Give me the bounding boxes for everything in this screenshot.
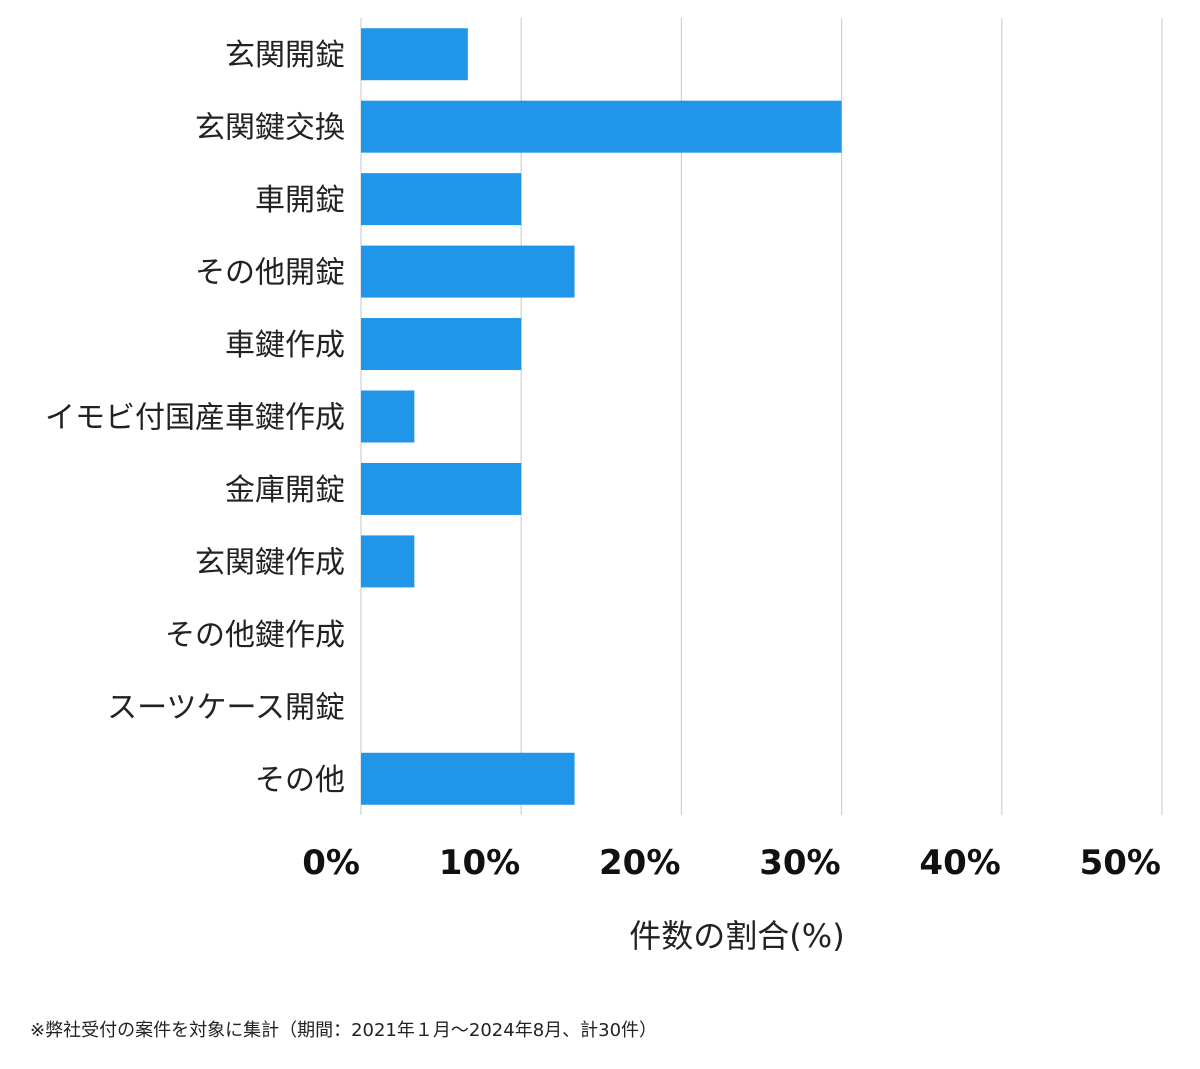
x-tick-label: 50% bbox=[1080, 843, 1161, 883]
x-tick-label: 30% bbox=[759, 843, 840, 883]
category-label: スーツケース開錠 bbox=[107, 690, 345, 725]
bar bbox=[361, 535, 415, 588]
bar bbox=[361, 245, 575, 298]
x-axis-title: 件数の割合(%) bbox=[629, 917, 844, 955]
category-label: その他 bbox=[255, 763, 345, 798]
category-label: イモビ付国産車鍵作成 bbox=[45, 401, 345, 436]
category-label: 金庫開錠 bbox=[225, 473, 345, 508]
bar bbox=[361, 28, 468, 81]
bar bbox=[361, 100, 842, 153]
bar bbox=[361, 462, 522, 515]
category-label: 玄関鍵作成 bbox=[195, 545, 345, 580]
footnote: ※弊社受付の案件を対象に集計（期間：2021年１月〜2024年8月、計30件） bbox=[30, 1020, 658, 1041]
bar bbox=[361, 390, 415, 443]
bar bbox=[361, 752, 575, 805]
x-tick-label: 40% bbox=[919, 843, 1000, 883]
category-label: 車鍵作成 bbox=[225, 328, 345, 363]
category-label: 玄関鍵交換 bbox=[195, 111, 345, 146]
category-label: 車開錠 bbox=[255, 183, 345, 218]
bar-chart: 玄関開錠玄関鍵交換車開錠その他開錠車鍵作成イモビ付国産車鍵作成金庫開錠玄関鍵作成… bbox=[45, 18, 1163, 955]
x-tick-label: 10% bbox=[439, 843, 520, 883]
x-tick-label: 0% bbox=[302, 843, 360, 883]
bar bbox=[361, 173, 522, 226]
bar bbox=[361, 318, 522, 371]
x-tick-label: 20% bbox=[599, 843, 680, 883]
category-label: その他鍵作成 bbox=[165, 618, 345, 653]
category-label: 玄関開錠 bbox=[225, 38, 345, 73]
category-label: その他開錠 bbox=[195, 256, 345, 291]
